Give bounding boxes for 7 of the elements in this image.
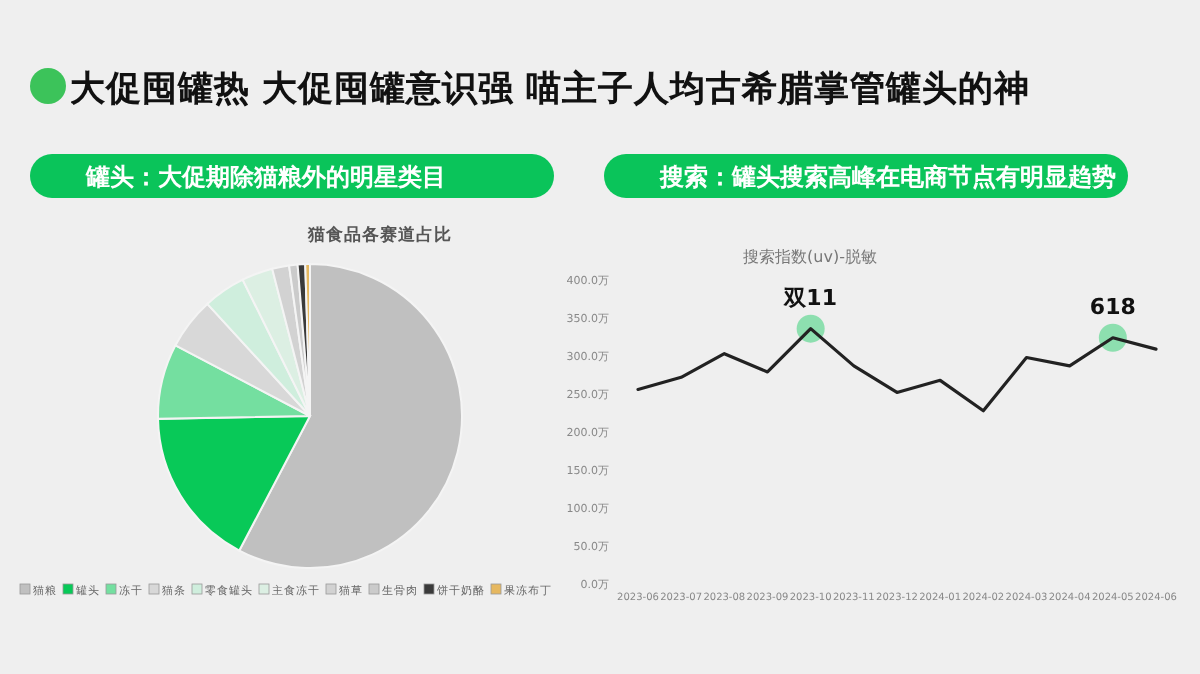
chart-title: 罐头：大促期除猫粮外的明星类目: [84, 163, 446, 191]
text: 大促囤罐热 大促囤罐意识强 喵主子人均古希腊掌管罐头的神: [68, 68, 1031, 110]
chart-subtitle: 猫食品各赛道占比: [306, 224, 452, 246]
annotation: 618: [1089, 293, 1136, 320]
annotation: 双11: [782, 284, 837, 311]
chart-subtitle: 搜索指数(uv)-脱敏: [743, 248, 877, 266]
chart-title: 搜索：罐头搜索高峰在电商节点有明显趋势: [658, 163, 1116, 191]
